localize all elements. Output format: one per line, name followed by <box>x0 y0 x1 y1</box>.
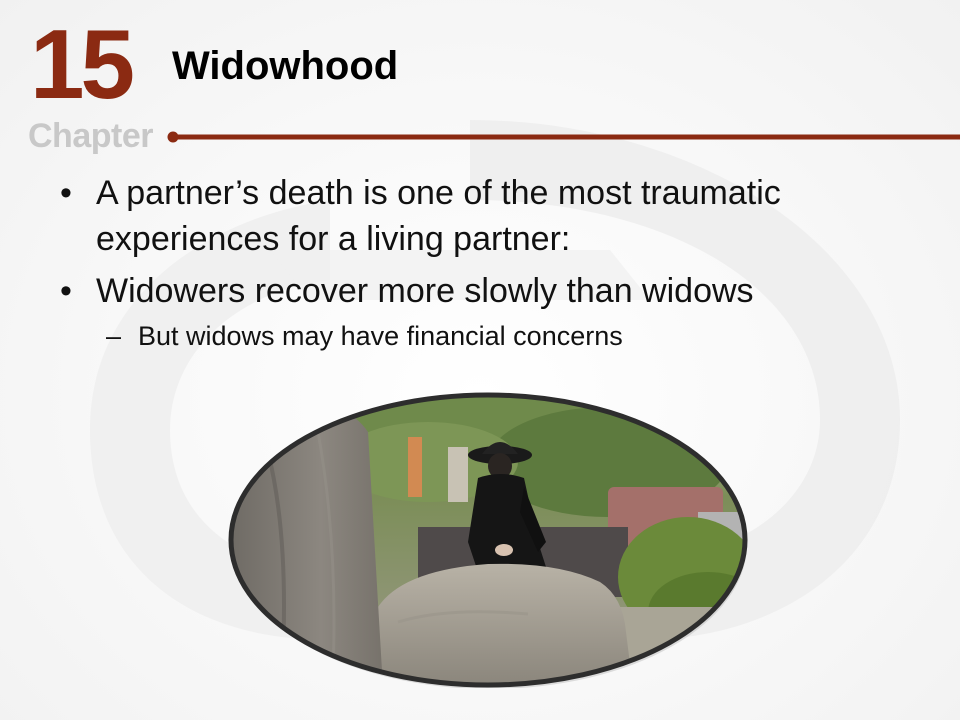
bullet-list: • A partner’s death is one of the most t… <box>60 170 930 356</box>
slide-title: Widowhood <box>172 44 399 88</box>
widow-at-grave-photo <box>228 392 748 688</box>
bullet-marker: • <box>60 272 72 310</box>
chapter-number: 15 <box>30 9 135 119</box>
bullet-item: • Widowers recover more slowly than wido… <box>60 268 930 314</box>
sub-bullet-item: – But widows may have financial concerns <box>60 316 930 356</box>
sub-bullet-text: But widows may have financial concerns <box>138 321 623 351</box>
bullet-marker: • <box>60 174 72 212</box>
title-rule <box>167 131 960 143</box>
sub-bullet-marker: – <box>106 321 122 351</box>
bullet-text: A partner’s death is one of the most tra… <box>96 174 781 258</box>
bullet-text: Widowers recover more slowly than widows <box>96 272 754 310</box>
chapter-label: Chapter <box>28 117 153 155</box>
bullet-item: • A partner’s death is one of the most t… <box>60 170 930 262</box>
